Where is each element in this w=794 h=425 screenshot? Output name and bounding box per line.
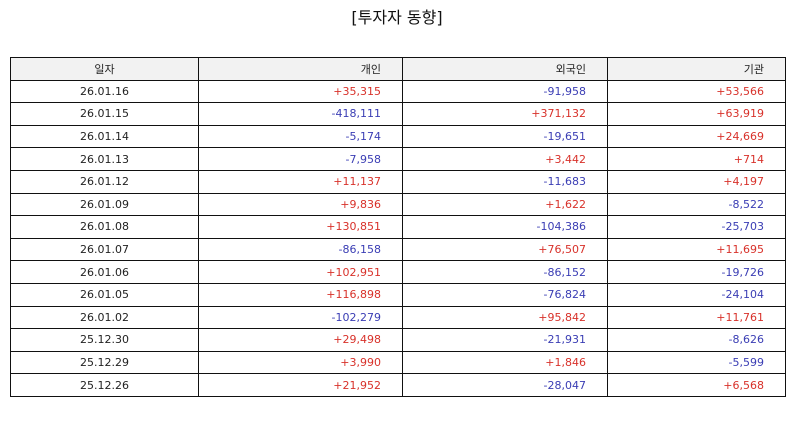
individual-cell: +29,498 (198, 328, 403, 352)
table-body: 26.01.16 +35,315 -91,958 +53,566 26.01.15 -41… (10, 79, 786, 397)
foreign-cell: -28,047 (402, 373, 608, 397)
date-cell: 26.01.06 (10, 260, 199, 284)
table-row: 26.01.16 +35,315 -91,958 +53,566 (10, 79, 786, 104)
individual-cell: -102,279 (198, 305, 403, 330)
table-row: 26.01.13 -7,958 +3,442 +714 (10, 147, 786, 171)
date-cell: 26.01.07 (10, 237, 199, 262)
foreign-cell: +1,622 (402, 192, 608, 217)
institution-cell: +63,919 (607, 102, 786, 126)
date-cell: 26.01.15 (10, 102, 199, 126)
foreign-cell: +95,842 (402, 305, 608, 330)
table-row: 26.01.12 +11,137 -11,683 +4,197 (10, 169, 786, 194)
table-row: 26.01.06 +102,951 -86,152 -19,726 (10, 260, 786, 284)
table-row: 26.01.09 +9,836 +1,622 -8,522 (10, 192, 786, 217)
foreign-cell: -104,386 (402, 215, 608, 239)
foreign-cell: +371,132 (402, 102, 608, 126)
individual-cell: -86,158 (198, 237, 403, 262)
individual-cell: +11,137 (198, 169, 403, 194)
foreign-cell: +1,846 (402, 350, 608, 375)
institution-cell: +11,761 (607, 305, 786, 330)
date-cell: 26.01.02 (10, 305, 199, 330)
table-row: 26.01.05 +116,898 -76,824 -24,104 (10, 282, 786, 307)
institution-cell: +53,566 (607, 79, 786, 104)
foreign-cell: -21,931 (402, 328, 608, 352)
institution-cell: -24,104 (607, 282, 786, 307)
date-cell: 25.12.29 (10, 350, 199, 375)
column-header-institution: 기관 (607, 57, 786, 81)
date-cell: 25.12.26 (10, 373, 199, 397)
institution-cell: -19,726 (607, 260, 786, 284)
date-cell: 26.01.08 (10, 215, 199, 239)
individual-cell: +130,851 (198, 215, 403, 239)
table-row: 26.01.02 -102,279 +95,842 +11,761 (10, 305, 786, 330)
date-cell: 26.01.05 (10, 282, 199, 307)
column-header-individual: 개인 (198, 57, 403, 81)
date-cell: 26.01.12 (10, 169, 199, 194)
table-row: 26.01.08 +130,851 -104,386 -25,703 (10, 215, 786, 239)
institution-cell: -8,522 (607, 192, 786, 217)
individual-cell: +21,952 (198, 373, 403, 397)
individual-cell: +102,951 (198, 260, 403, 284)
column-header-foreign: 외국인 (402, 57, 608, 81)
page-title: [투자자 동향] (351, 8, 443, 27)
foreign-cell: -11,683 (402, 169, 608, 194)
institution-cell: +24,669 (607, 124, 786, 149)
individual-cell: +35,315 (198, 79, 403, 104)
individual-cell: -7,958 (198, 147, 403, 171)
institution-cell: -25,703 (607, 215, 786, 239)
column-header-date: 일자 (10, 57, 199, 81)
individual-cell: +9,836 (198, 192, 403, 217)
table-row: 25.12.29 +3,990 +1,846 -5,599 (10, 350, 786, 375)
table-row: 26.01.14 -5,174 -19,651 +24,669 (10, 124, 786, 149)
institution-cell: +6,568 (607, 373, 786, 397)
foreign-cell: +76,507 (402, 237, 608, 262)
foreign-cell: -19,651 (402, 124, 608, 149)
date-cell: 26.01.14 (10, 124, 199, 149)
table-header-row: 일자 개인 외국인 기관 (10, 57, 786, 81)
individual-cell: +116,898 (198, 282, 403, 307)
investor-trend-table: 일자 개인 외국인 기관 26.01.16 +35,315 -91,958 +53,5… (10, 57, 786, 397)
foreign-cell: +3,442 (402, 147, 608, 171)
individual-cell: -418,111 (198, 102, 403, 126)
individual-cell: -5,174 (198, 124, 403, 149)
date-cell: 25.12.30 (10, 328, 199, 352)
foreign-cell: -91,958 (402, 79, 608, 104)
table-row: 25.12.26 +21,952 -28,047 +6,568 (10, 373, 786, 397)
institution-cell: -8,626 (607, 328, 786, 352)
individual-cell: +3,990 (198, 350, 403, 375)
foreign-cell: -76,824 (402, 282, 608, 307)
date-cell: 26.01.16 (10, 79, 199, 104)
table-row: 26.01.15 -418,111 +371,132 +63,919 (10, 102, 786, 126)
institution-cell: -5,599 (607, 350, 786, 375)
institution-cell: +11,695 (607, 237, 786, 262)
table-row: 26.01.07 -86,158 +76,507 +11,695 (10, 237, 786, 262)
date-cell: 26.01.13 (10, 147, 199, 171)
table-row: 25.12.30 +29,498 -21,931 -8,626 (10, 328, 786, 352)
foreign-cell: -86,152 (402, 260, 608, 284)
institution-cell: +714 (607, 147, 786, 171)
date-cell: 26.01.09 (10, 192, 199, 217)
institution-cell: +4,197 (607, 169, 786, 194)
